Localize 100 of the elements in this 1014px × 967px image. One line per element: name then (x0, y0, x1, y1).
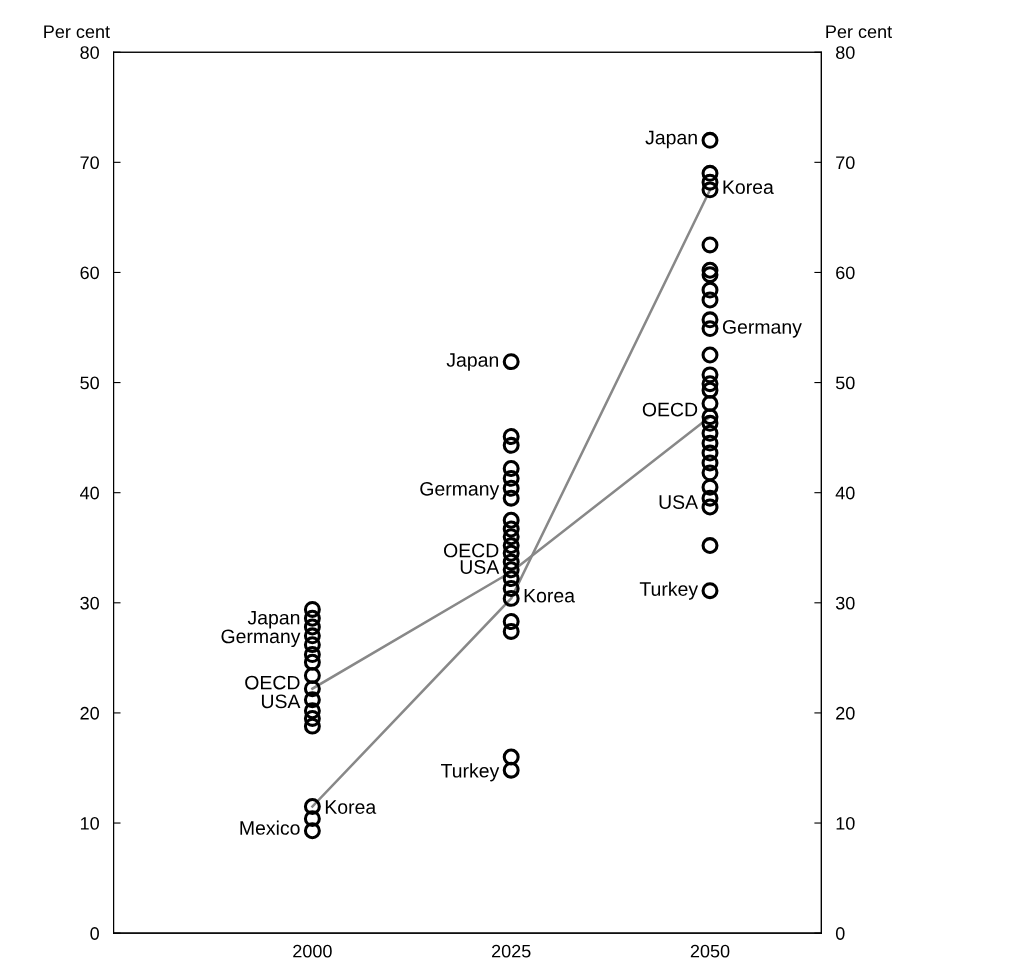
annotation: Turkey (639, 581, 699, 600)
point (303, 609, 321, 627)
annotation: Mexico (240, 820, 300, 835)
point (502, 561, 520, 579)
point (701, 381, 719, 399)
point (701, 236, 719, 254)
y2-tick-label: 10 (836, 816, 855, 830)
point (303, 709, 321, 727)
y2-tick-label: 20 (836, 706, 855, 720)
point (502, 622, 520, 640)
point (502, 589, 520, 607)
point (303, 702, 321, 720)
annotation: Japan (247, 610, 300, 629)
annotation: Germany (420, 481, 500, 500)
annotation: Germany (221, 629, 301, 648)
x-tick-label: 2000 (293, 944, 332, 958)
point (303, 810, 321, 828)
y-tick-label: 60 (80, 266, 99, 280)
point (303, 646, 321, 664)
point (701, 537, 719, 555)
point (701, 261, 719, 279)
y-tick-label: 20 (80, 706, 99, 720)
point (502, 459, 520, 477)
point (502, 553, 520, 571)
y2-axis-title: Per cent (826, 25, 892, 39)
point (303, 798, 321, 815)
point (701, 375, 719, 393)
point (701, 395, 719, 412)
y2-tick-label: 60 (836, 266, 855, 280)
annotation: USA (460, 560, 500, 574)
y-tick-label: 10 (80, 816, 99, 830)
annotation: Japan (645, 130, 697, 149)
annotation: Germany (722, 320, 802, 338)
y-tick-label: 30 (80, 596, 99, 610)
x-tick-label: 2025 (492, 944, 531, 958)
point (303, 822, 321, 840)
y-tick-label: 80 (80, 46, 99, 59)
point (502, 436, 520, 454)
y2-tick-label: 0 (835, 927, 845, 940)
y2-tick-label: 40 (835, 486, 855, 500)
point (701, 281, 719, 299)
y-tick-label: 40 (80, 486, 99, 500)
point (502, 469, 520, 487)
point (502, 570, 520, 588)
y-tick-label: 70 (80, 156, 99, 170)
point (502, 613, 520, 630)
y2-tick-label: 80 (836, 46, 855, 59)
annotation: Korea (325, 800, 377, 814)
point (701, 444, 719, 462)
point (303, 680, 321, 698)
point (502, 511, 520, 529)
point (502, 748, 520, 766)
point (502, 580, 520, 597)
annotation: Korea (524, 588, 576, 603)
point (303, 636, 321, 654)
point (701, 489, 719, 507)
point (701, 408, 719, 426)
annotation: Korea (723, 180, 774, 194)
point (701, 454, 719, 472)
y-tick-label: 0 (90, 927, 99, 940)
point (303, 667, 321, 684)
point (303, 717, 321, 735)
annotation: USA (261, 694, 301, 709)
point (701, 291, 719, 309)
y-axis-title: Per cent (44, 25, 110, 39)
y2-tick-label: 30 (835, 596, 855, 610)
point (701, 366, 719, 384)
point (701, 478, 719, 496)
y2-tick-label: 70 (836, 156, 855, 170)
annotation: OECD (642, 402, 698, 417)
point (502, 528, 520, 546)
point (701, 424, 719, 442)
point (502, 537, 520, 555)
point (502, 761, 520, 779)
point (502, 428, 520, 445)
point (303, 653, 321, 671)
y2-tick-label: 50 (835, 376, 855, 390)
x-tick-label: 2050 (690, 944, 730, 958)
point (701, 414, 719, 432)
point (303, 691, 321, 709)
annotation: Turkey (441, 763, 500, 782)
point (502, 353, 520, 371)
point (303, 627, 321, 645)
point (701, 164, 719, 182)
point (303, 600, 321, 618)
point (701, 266, 719, 284)
annotation: USA (659, 495, 699, 509)
point (701, 434, 719, 452)
point (303, 618, 321, 636)
annotation: OECD (444, 543, 499, 558)
point (701, 582, 719, 600)
point (502, 520, 520, 538)
point (701, 346, 719, 364)
point (701, 181, 719, 199)
point (701, 464, 719, 482)
y-tick-label: 50 (80, 376, 99, 390)
point (701, 131, 719, 149)
point (701, 320, 719, 338)
annotation: Japan (446, 353, 499, 371)
point (502, 544, 520, 562)
